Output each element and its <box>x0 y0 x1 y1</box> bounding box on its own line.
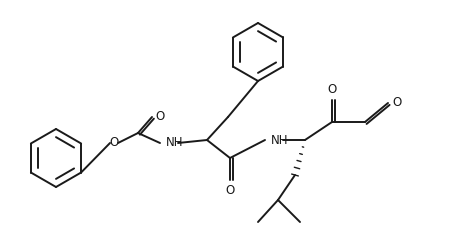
Text: O: O <box>109 136 119 150</box>
Text: O: O <box>225 184 235 197</box>
Text: O: O <box>155 110 164 123</box>
Text: O: O <box>328 83 337 96</box>
Text: O: O <box>392 95 401 109</box>
Text: NH: NH <box>166 136 183 150</box>
Text: NH: NH <box>271 133 288 147</box>
